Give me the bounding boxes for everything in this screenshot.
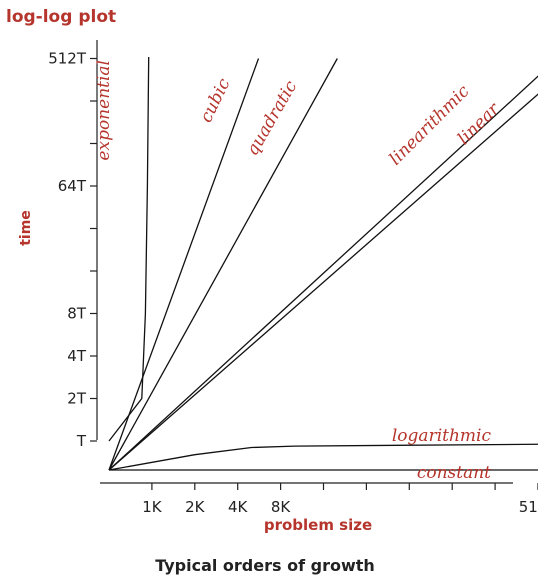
curve-logarithmic	[108, 443, 538, 471]
y-axis-ticks: T 2T 4T 8T 64T 512T	[48, 50, 97, 450]
x-tick-label-8k: 8K	[271, 498, 292, 516]
chart-title: log-log plot	[6, 7, 116, 27]
x-axis-ticks: 1K 2K 4K 8K 512K	[142, 483, 538, 516]
x-tick-label-1k: 1K	[142, 498, 163, 516]
curve-label-cubic: cubic	[196, 75, 234, 126]
curve-exponential	[108, 56, 150, 442]
curve-label-quadratic: quadratic	[243, 77, 302, 159]
curve-linearithmic	[108, 75, 538, 471]
curve-label-constant: constant	[417, 463, 491, 483]
x-axis-label: problem size	[264, 516, 372, 534]
y-tick-label-64t: 64T	[58, 177, 87, 195]
curve-quadratic	[108, 58, 338, 471]
y-tick-label-512t: 512T	[48, 50, 87, 68]
x-tick-label-2k: 2K	[185, 498, 206, 516]
y-axis-label: time	[18, 210, 34, 246]
curve-label-exponential: exponential	[94, 60, 114, 161]
figure-caption: Typical orders of growth	[155, 556, 375, 575]
x-tick-label-4k: 4K	[228, 498, 249, 516]
curve-label-linearithmic: linearithmic	[386, 81, 474, 169]
curve-label-logarithmic: logarithmic	[392, 426, 492, 446]
y-tick-label-4t: 4T	[67, 347, 87, 365]
curve-linear	[108, 93, 538, 471]
y-tick-label-t: T	[76, 432, 87, 450]
growth-curves	[108, 56, 538, 471]
y-tick-label-2t: 2T	[67, 390, 87, 408]
curve-labels: constantlogarithmiclinearlinearithmicqua…	[94, 60, 504, 483]
curve-cubic	[108, 58, 260, 471]
x-tick-label-512k: 512K	[519, 498, 538, 516]
y-tick-label-8t: 8T	[67, 305, 87, 323]
